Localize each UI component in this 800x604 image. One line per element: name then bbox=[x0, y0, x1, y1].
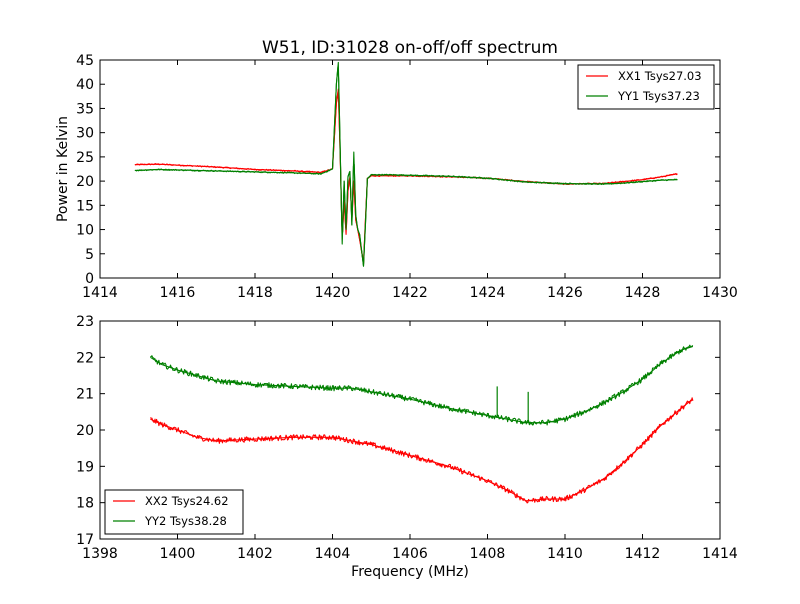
legend-label: YY2 Tsys38.28 bbox=[144, 514, 227, 528]
series-shape-1-2 bbox=[134, 61, 678, 267]
x-tick-label: 1412 bbox=[625, 546, 661, 562]
y-tick-label: 23 bbox=[76, 314, 94, 330]
y-tick-label: 20 bbox=[76, 423, 94, 439]
y-tick-label: 45 bbox=[76, 53, 94, 69]
series-shape-1-1 bbox=[134, 88, 678, 265]
x-tick-label: 1428 bbox=[625, 285, 661, 301]
x-tick-label: 1402 bbox=[237, 546, 273, 562]
legend-label: XX1 Tsys27.03 bbox=[618, 69, 702, 83]
x-tick-label: 1414 bbox=[82, 285, 118, 301]
y-axis-label: Power in Kelvin bbox=[55, 116, 71, 222]
chart-panel-2: 1398 1400 1402 1404 1406 1408 1410 1412 1414 17 18… bbox=[76, 314, 738, 580]
x-axis-label: Frequency (MHz) bbox=[351, 564, 469, 580]
x-tick-label: 1404 bbox=[315, 546, 351, 562]
x-tick-label: 1422 bbox=[392, 285, 428, 301]
legend: XX1 Tsys27.03 YY1 Tsys37.23 bbox=[577, 64, 715, 110]
x-tick-label: 1418 bbox=[237, 285, 273, 301]
x-tick-label: 1410 bbox=[547, 546, 583, 562]
x-tick-label: 1416 bbox=[160, 285, 196, 301]
x-tick-label: 1398 bbox=[82, 546, 118, 562]
y-tick-label: 5 bbox=[85, 247, 94, 263]
y-tick-label: 20 bbox=[76, 174, 94, 190]
legend: XX2 Tsys24.62 YY2 Tsys38.28 bbox=[104, 489, 244, 535]
y-tick-label: 21 bbox=[76, 387, 94, 403]
x-tick-label: 1406 bbox=[392, 546, 428, 562]
series-line-2-1 bbox=[150, 397, 694, 504]
legend-label: XX2 Tsys24.62 bbox=[145, 494, 229, 508]
y-tick-label: 18 bbox=[76, 496, 94, 512]
x-tick-label: 1400 bbox=[160, 546, 196, 562]
y-tick-label: 10 bbox=[76, 223, 94, 239]
x-tick-label: 1414 bbox=[702, 546, 738, 562]
y-tick-label: 30 bbox=[76, 126, 94, 142]
y-tick-label: 25 bbox=[76, 150, 94, 166]
x-tick-label: 1424 bbox=[470, 285, 506, 301]
series-shape-2-2 bbox=[150, 345, 694, 424]
chart-title: W51, ID:31028 on-off/off spectrum bbox=[262, 38, 558, 58]
x-tick-label: 1430 bbox=[702, 285, 738, 301]
legend-label: YY1 Tsys37.23 bbox=[617, 89, 700, 103]
y-tick-label: 22 bbox=[76, 350, 94, 366]
series-line-2-2 bbox=[150, 344, 694, 426]
y-tick-label: 0 bbox=[85, 271, 94, 287]
legend-box bbox=[577, 64, 715, 110]
series-shape-2-1 bbox=[150, 398, 694, 502]
y-tick-label: 35 bbox=[76, 101, 94, 117]
chart-panel-1: 1414 1416 1418 1420 1422 1424 1426 1428 1430 0 5 10… bbox=[55, 53, 738, 301]
legend-box bbox=[104, 489, 244, 535]
y-tick-label: 40 bbox=[76, 77, 94, 93]
y-tick-label: 17 bbox=[76, 532, 94, 548]
x-tick-label: 1426 bbox=[547, 285, 583, 301]
x-tick-label: 1408 bbox=[470, 546, 506, 562]
y-tick-label: 15 bbox=[76, 198, 94, 214]
series-line-1-1 bbox=[134, 91, 678, 265]
x-tick-label: 1420 bbox=[315, 285, 351, 301]
y-tick-label: 19 bbox=[76, 459, 94, 475]
